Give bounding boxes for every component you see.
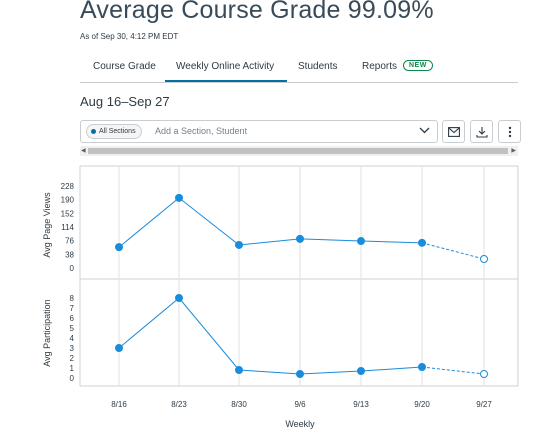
- scroll-left-arrow-icon[interactable]: ◀: [81, 148, 86, 154]
- y-tick-label: 4: [70, 334, 75, 343]
- tab-divider: [80, 82, 518, 83]
- y-tick-label: 5: [70, 324, 75, 333]
- tab-course-grade[interactable]: Course Grade: [93, 61, 156, 72]
- x-tick-label: 8/16: [111, 400, 127, 409]
- data-point[interactable]: [175, 193, 183, 202]
- active-tab-indicator: [165, 80, 287, 82]
- date-range: Aug 16–Sep 27: [80, 94, 170, 109]
- data-point[interactable]: [235, 240, 243, 249]
- projected-series-line: [421, 242, 485, 260]
- projected-data-point[interactable]: [480, 370, 488, 378]
- y-tick-label: 8: [70, 294, 75, 303]
- section-chip[interactable]: All Sections: [86, 124, 142, 139]
- download-button[interactable]: [470, 120, 493, 143]
- data-point[interactable]: [418, 238, 426, 247]
- projected-data-point[interactable]: [480, 255, 488, 264]
- x-tick-label: 9/27: [476, 400, 492, 409]
- envelope-icon: [447, 126, 460, 137]
- tab-students[interactable]: Students: [298, 61, 338, 72]
- x-tick-label: 9/13: [353, 400, 369, 409]
- y-axis-label: Avg Page Views: [42, 192, 52, 258]
- x-tick-label: 8/23: [171, 400, 187, 409]
- new-badge: NEW: [403, 60, 433, 71]
- data-point[interactable]: [175, 294, 183, 302]
- chevron-down-icon[interactable]: [419, 123, 430, 140]
- y-tick-label: 0: [70, 264, 75, 273]
- section-student-filter[interactable]: All Sections Add a Section, Student: [80, 120, 438, 143]
- scroll-right-arrow-icon[interactable]: ▶: [511, 148, 516, 154]
- y-tick-label: 190: [61, 196, 75, 205]
- data-point[interactable]: [235, 366, 243, 374]
- y-tick-label: 1: [70, 364, 75, 373]
- page-title: Average Course Grade 99.09%: [80, 0, 434, 24]
- data-point[interactable]: [115, 344, 123, 352]
- y-tick-label: 2: [70, 354, 75, 363]
- scroll-thumb[interactable]: [88, 148, 508, 154]
- download-icon: [475, 126, 488, 138]
- y-tick-label: 228: [61, 182, 75, 191]
- data-point[interactable]: [357, 237, 365, 246]
- data-point[interactable]: [296, 234, 304, 243]
- series-line: [118, 197, 423, 248]
- x-axis-label: Weekly: [285, 419, 315, 429]
- y-tick-label: 7: [70, 304, 75, 313]
- more-vertical-icon: [508, 126, 511, 137]
- as-of-timestamp: As of Sep 30, 4:12 PM EDT: [80, 32, 179, 41]
- tab-reports[interactable]: Reports: [362, 61, 398, 72]
- x-tick-label: 8/30: [231, 400, 247, 409]
- horizontal-scrollbar[interactable]: ◀ ▶: [80, 146, 518, 156]
- y-tick-label: 114: [61, 223, 74, 232]
- y-tick-label: 3: [70, 344, 75, 353]
- projected-series-line: [421, 366, 485, 375]
- data-point[interactable]: [418, 363, 426, 371]
- y-tick-label: 0: [70, 374, 75, 383]
- y-axis-label: Avg Participation: [42, 299, 52, 366]
- chip-dot-icon: [91, 129, 96, 134]
- x-tick-label: 9/6: [294, 400, 306, 409]
- message-button[interactable]: [442, 120, 465, 143]
- tab-weekly-online-activity[interactable]: Weekly Online Activity: [176, 61, 275, 72]
- y-tick-label: 152: [61, 209, 75, 218]
- y-tick-label: 6: [70, 314, 75, 323]
- x-tick-label: 9/20: [414, 400, 430, 409]
- y-tick-label: 38: [65, 250, 74, 259]
- more-options-button[interactable]: [498, 120, 521, 143]
- data-point[interactable]: [115, 243, 123, 252]
- data-point[interactable]: [296, 370, 304, 378]
- filter-placeholder: Add a Section, Student: [155, 126, 248, 136]
- y-tick-label: 76: [65, 237, 74, 246]
- section-chip-label: All Sections: [99, 128, 136, 135]
- data-point[interactable]: [357, 367, 365, 375]
- series-line: [118, 297, 423, 375]
